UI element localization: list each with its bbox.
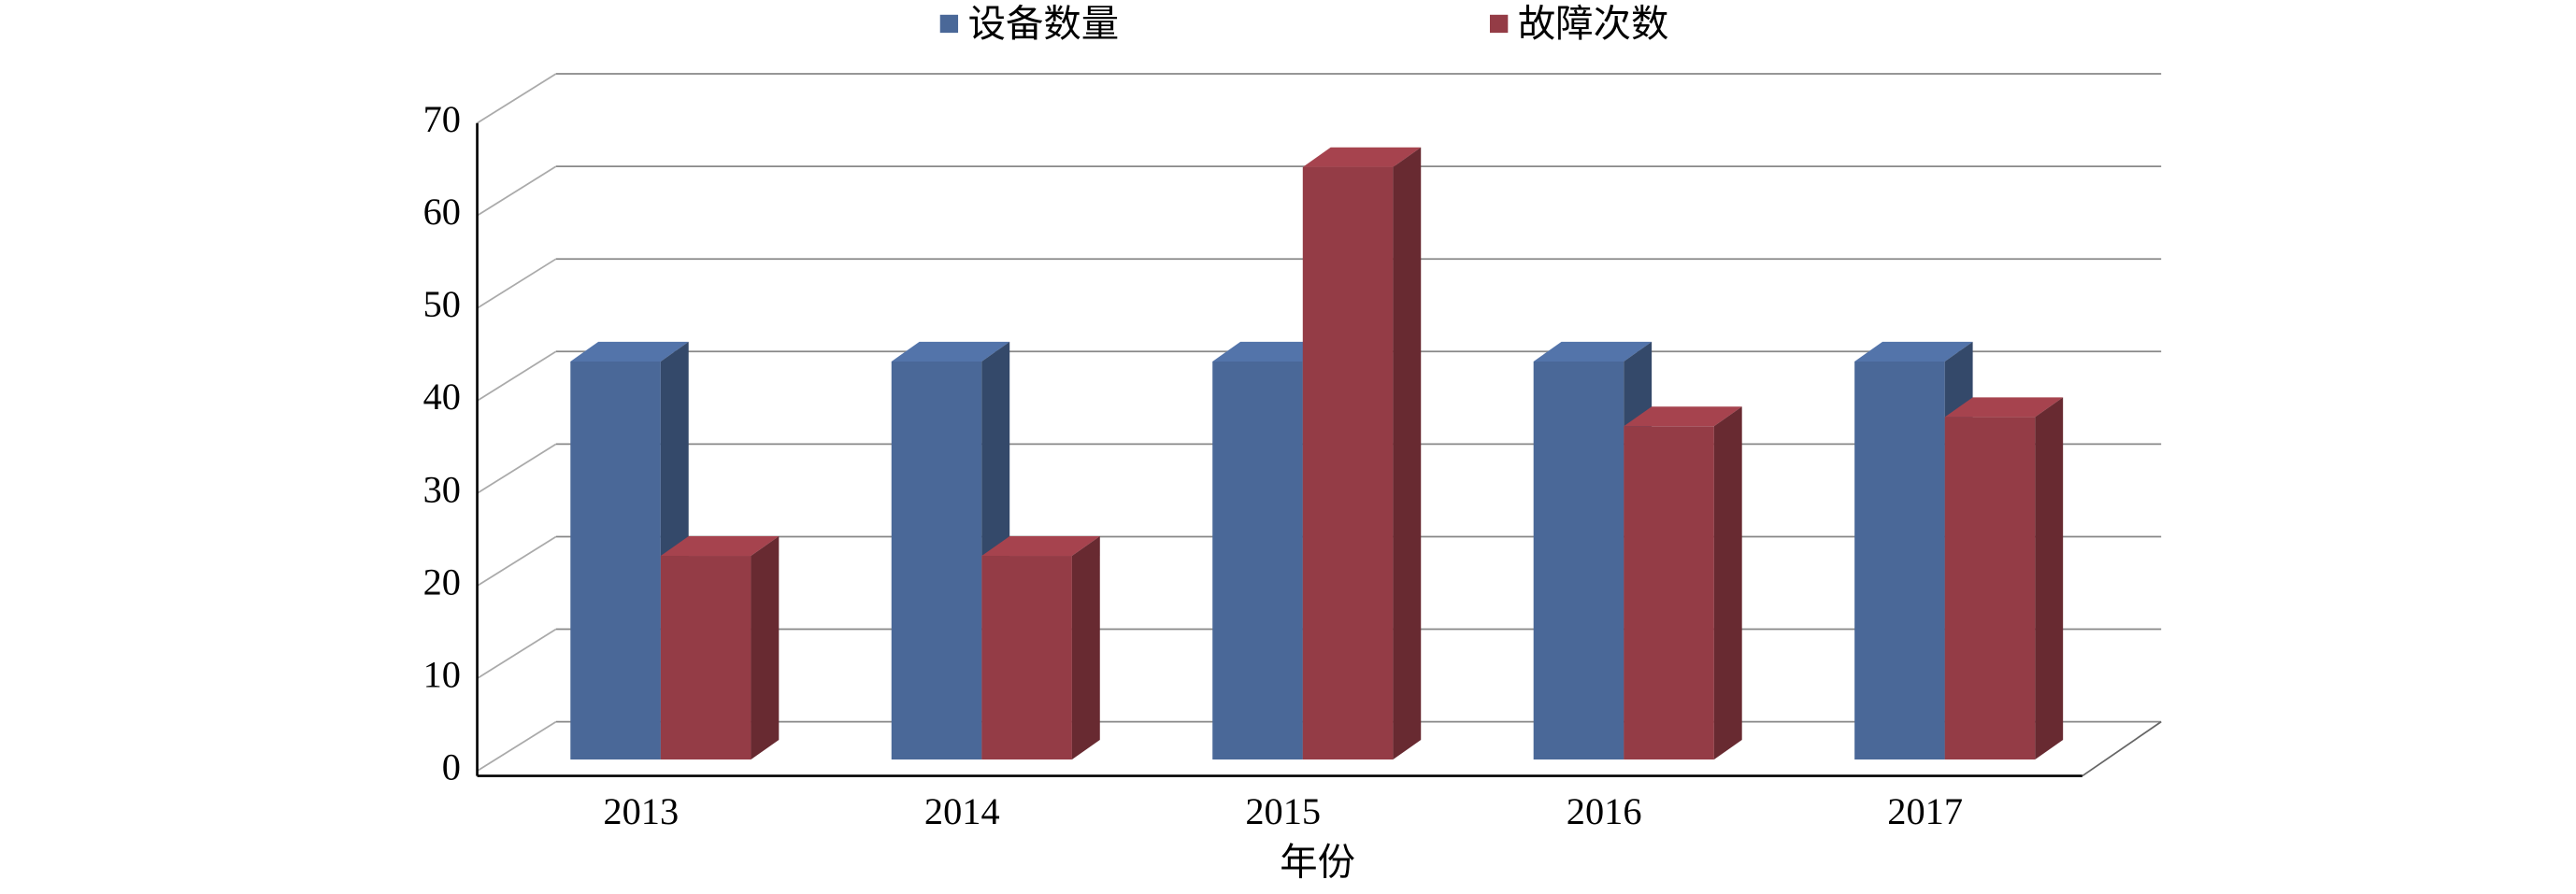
y-tick-label: 50: [423, 283, 461, 325]
bar-top: [1533, 341, 1653, 362]
legend-label: 故障次数: [1518, 2, 1669, 46]
bar-top: [1624, 406, 1742, 427]
x-tick-label: 2014: [924, 790, 1000, 832]
bar-side: [2035, 397, 2064, 760]
grid-line-side: [477, 350, 557, 402]
legend-swatch: [939, 14, 959, 34]
bar-top: [1212, 341, 1331, 362]
x-tick-label: 2015: [1245, 790, 1321, 832]
grid-line-side: [477, 443, 557, 494]
bar-side: [751, 535, 780, 760]
x-tick-label: 2016: [1567, 790, 1642, 832]
legend-label: 设备数量: [968, 2, 1120, 46]
bar: [1944, 417, 2036, 760]
grid-line-side: [477, 165, 557, 217]
y-tick-label: 70: [423, 98, 461, 140]
bar: [660, 556, 751, 760]
bar: [891, 361, 982, 760]
bar-top: [660, 535, 780, 557]
y-tick-label: 20: [423, 561, 461, 603]
grid-line-side: [477, 720, 557, 773]
y-tick-label: 40: [423, 376, 461, 418]
bar: [1624, 426, 1714, 760]
bar-top: [1944, 397, 2064, 418]
bar-top: [891, 341, 1010, 362]
legend-swatch: [1489, 14, 1509, 34]
floor-edge: [2082, 720, 2162, 777]
x-tick-label: 2017: [1887, 790, 1963, 832]
bar: [981, 556, 1072, 760]
bar-side: [1071, 535, 1100, 760]
bar-top: [1302, 147, 1422, 167]
y-tick-label: 30: [423, 468, 461, 510]
bar: [1854, 361, 1945, 760]
grid-line-side: [477, 535, 557, 587]
grid-line-side: [477, 258, 557, 309]
bar-side: [1713, 406, 1742, 760]
x-tick-label: 2013: [603, 790, 679, 832]
bar-side: [1393, 147, 1422, 760]
y-tick-label: 60: [423, 191, 461, 233]
grid-line-side: [477, 73, 557, 124]
bar-top: [981, 535, 1100, 557]
bar: [570, 361, 661, 760]
y-tick-label: 10: [423, 653, 461, 695]
bar-top: [570, 341, 689, 362]
bar: [1212, 361, 1303, 760]
y-tick-label: 0: [442, 746, 461, 788]
grid-line-side: [477, 628, 557, 679]
bar: [1533, 361, 1624, 760]
bar-top: [1854, 341, 1973, 362]
x-axis-title: 年份: [1280, 840, 1355, 884]
bar: [1302, 166, 1394, 760]
